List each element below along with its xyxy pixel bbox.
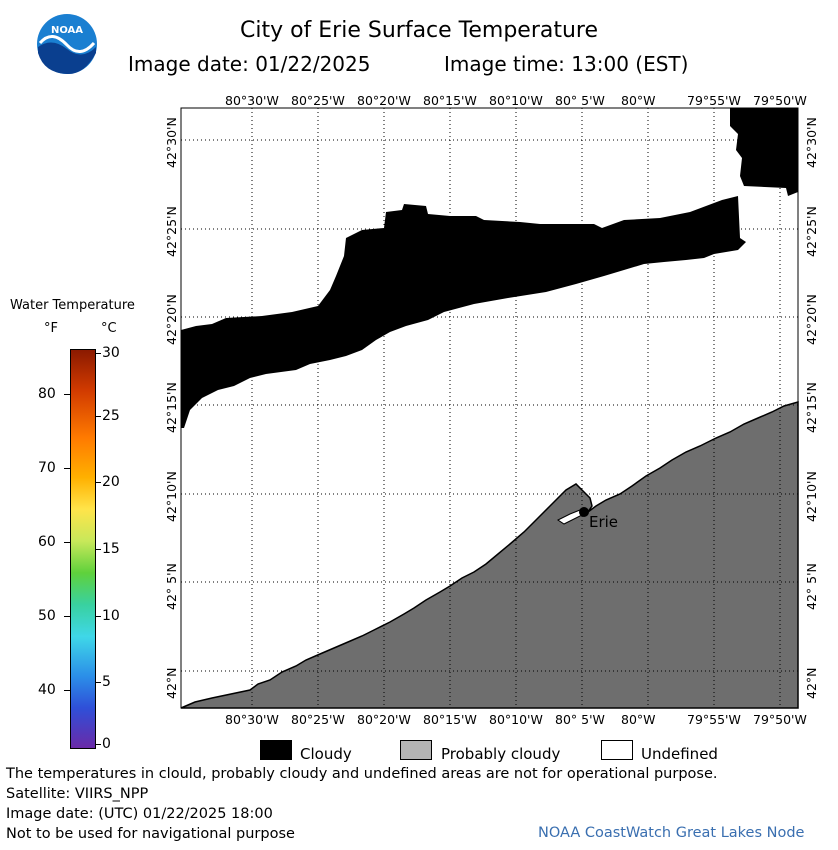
longitude-label-bottom: 80° 5'W — [555, 712, 605, 727]
scale-tick-mark — [95, 616, 101, 617]
scale-tick-fahrenheit: 70 — [38, 460, 56, 476]
noaa-logo-text: NOAA — [51, 25, 83, 36]
latitude-label-left: 42° 5'N — [164, 563, 179, 610]
scale-tick-mark — [95, 744, 101, 745]
scale-tick-celsius: 15 — [102, 541, 120, 557]
latitude-label-right: 42° 5'N — [804, 563, 819, 610]
footer-satellite: Satellite: VIIRS_NPP — [6, 786, 149, 802]
color-scale-bar — [70, 349, 96, 749]
city-label-erie: Erie — [589, 513, 619, 531]
longitude-label-bottom: 80°15'W — [423, 712, 477, 727]
scale-tick-mark — [95, 416, 101, 417]
land-area — [180, 401, 799, 709]
scale-tick-mark — [64, 394, 70, 395]
scale-tick-fahrenheit: 40 — [38, 682, 56, 698]
footer-credit: NOAA CoastWatch Great Lakes Node — [538, 825, 805, 841]
legend-label-probably-cloudy: Probably cloudy — [441, 745, 561, 763]
erie-city-marker — [579, 507, 589, 517]
scale-tick-celsius: 0 — [102, 736, 111, 752]
scale-tick-celsius: 10 — [102, 608, 120, 624]
longitude-label-bottom: 80°30'W — [225, 712, 279, 727]
footer-navigation-note: Not to be used for navigational purpose — [6, 826, 295, 842]
longitude-label-top: 79°50'W — [753, 93, 807, 108]
scale-tick-mark — [95, 482, 101, 483]
longitude-label-top: 80°W — [621, 93, 656, 108]
scale-tick-celsius: 5 — [102, 674, 111, 690]
longitude-label-bottom: 80°20'W — [357, 712, 411, 727]
scale-tick-mark — [64, 616, 70, 617]
longitude-label-top: 79°55'W — [687, 93, 741, 108]
longitude-label-top: 80°20'W — [357, 93, 411, 108]
latitude-label-left: 42°20'N — [164, 294, 179, 345]
longitude-label-top: 80°25'W — [291, 93, 345, 108]
longitude-label-bottom: 79°55'W — [687, 712, 741, 727]
longitude-label-bottom: 79°50'W — [753, 712, 807, 727]
cloud-band — [181, 196, 746, 428]
longitude-label-top: 80°30'W — [225, 93, 279, 108]
scale-tick-mark — [64, 468, 70, 469]
unit-celsius: °C — [101, 321, 117, 336]
scale-tick-fahrenheit: 80 — [38, 386, 56, 402]
scale-tick-fahrenheit: 60 — [38, 534, 56, 550]
color-scale-title: Water Temperature — [10, 298, 135, 313]
footer-image-date-utc: Image date: (UTC) 01/22/2025 18:00 — [6, 806, 273, 822]
noaa-logo-icon: NOAA — [36, 13, 98, 79]
scale-tick-celsius: 25 — [102, 408, 120, 424]
latitude-label-right: 42°10'N — [804, 471, 819, 522]
scale-tick-mark — [64, 542, 70, 543]
latitude-label-right: 42°30'N — [804, 117, 819, 168]
legend-swatch-cloudy — [260, 740, 292, 760]
latitude-label-left: 42°15'N — [164, 382, 179, 433]
scale-tick-mark — [95, 549, 101, 550]
cloud-patch-northeast — [730, 108, 798, 196]
latitude-label-right: 42°20'N — [804, 294, 819, 345]
page-title: City of Erie Surface Temperature — [239, 18, 599, 43]
image-time: Image time: 13:00 (EST) — [444, 52, 689, 76]
scale-tick-celsius: 20 — [102, 474, 120, 490]
image-date: Image date: 01/22/2025 — [128, 52, 371, 76]
latitude-label-right: 42°25'N — [804, 206, 819, 257]
longitude-label-bottom: 80°10'W — [489, 712, 543, 727]
latitude-label-left: 42°N — [164, 667, 179, 699]
legend-label-cloudy: Cloudy — [300, 745, 352, 763]
latitude-label-left: 42°25'N — [164, 206, 179, 257]
scale-tick-celsius: 30 — [102, 345, 120, 361]
latitude-label-left: 42°10'N — [164, 471, 179, 522]
longitude-label-top: 80° 5'W — [555, 93, 605, 108]
legend-swatch-probably-cloudy — [400, 740, 432, 760]
latitude-label-right: 42°N — [804, 667, 819, 699]
longitude-label-top: 80°10'W — [489, 93, 543, 108]
footer-disclaimer: The temperatures in clould, probably clo… — [6, 766, 718, 782]
longitude-label-bottom: 80°25'W — [291, 712, 345, 727]
scale-tick-mark — [64, 690, 70, 691]
legend-swatch-undefined — [601, 740, 633, 760]
latitude-label-left: 42°30'N — [164, 117, 179, 168]
longitude-label-bottom: 80°W — [621, 712, 656, 727]
map-grid — [181, 108, 798, 708]
scale-tick-mark — [95, 682, 101, 683]
unit-fahrenheit: °F — [44, 321, 58, 336]
latitude-label-right: 42°15'N — [804, 382, 819, 433]
scale-tick-mark — [95, 353, 101, 354]
longitude-label-top: 80°15'W — [423, 93, 477, 108]
legend-label-undefined: Undefined — [641, 745, 718, 763]
scale-tick-fahrenheit: 50 — [38, 608, 56, 624]
